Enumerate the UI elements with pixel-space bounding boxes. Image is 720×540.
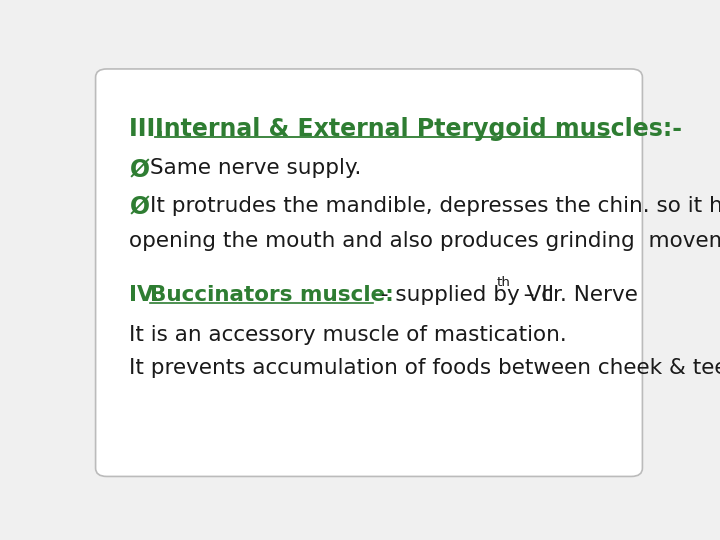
Text: Ø: Ø [129, 196, 149, 220]
Text: It protrudes the mandible, depresses the chin. so it helps in: It protrudes the mandible, depresses the… [150, 196, 720, 216]
Text: Same nerve supply.: Same nerve supply. [150, 158, 361, 178]
Text: opening the mouth and also produces grinding  movement.: opening the mouth and also produces grin… [129, 231, 720, 251]
Text: It is an accessory muscle of mastication.: It is an accessory muscle of mastication… [129, 325, 567, 345]
Text: – cr. Nerve: – cr. Nerve [510, 285, 637, 305]
Text: th: th [496, 276, 510, 289]
Text: Internal & External Pterygoid muscles:-: Internal & External Pterygoid muscles:- [155, 117, 682, 141]
Text: - supplied by VII: - supplied by VII [374, 285, 554, 305]
Text: III.: III. [129, 117, 172, 141]
Text: Ø: Ø [129, 158, 149, 183]
Text: IV.: IV. [129, 285, 159, 305]
Text: Buccinators muscle:: Buccinators muscle: [150, 285, 393, 305]
Text: It prevents accumulation of foods between cheek & teeth: It prevents accumulation of foods betwee… [129, 358, 720, 378]
FancyBboxPatch shape [96, 69, 642, 476]
